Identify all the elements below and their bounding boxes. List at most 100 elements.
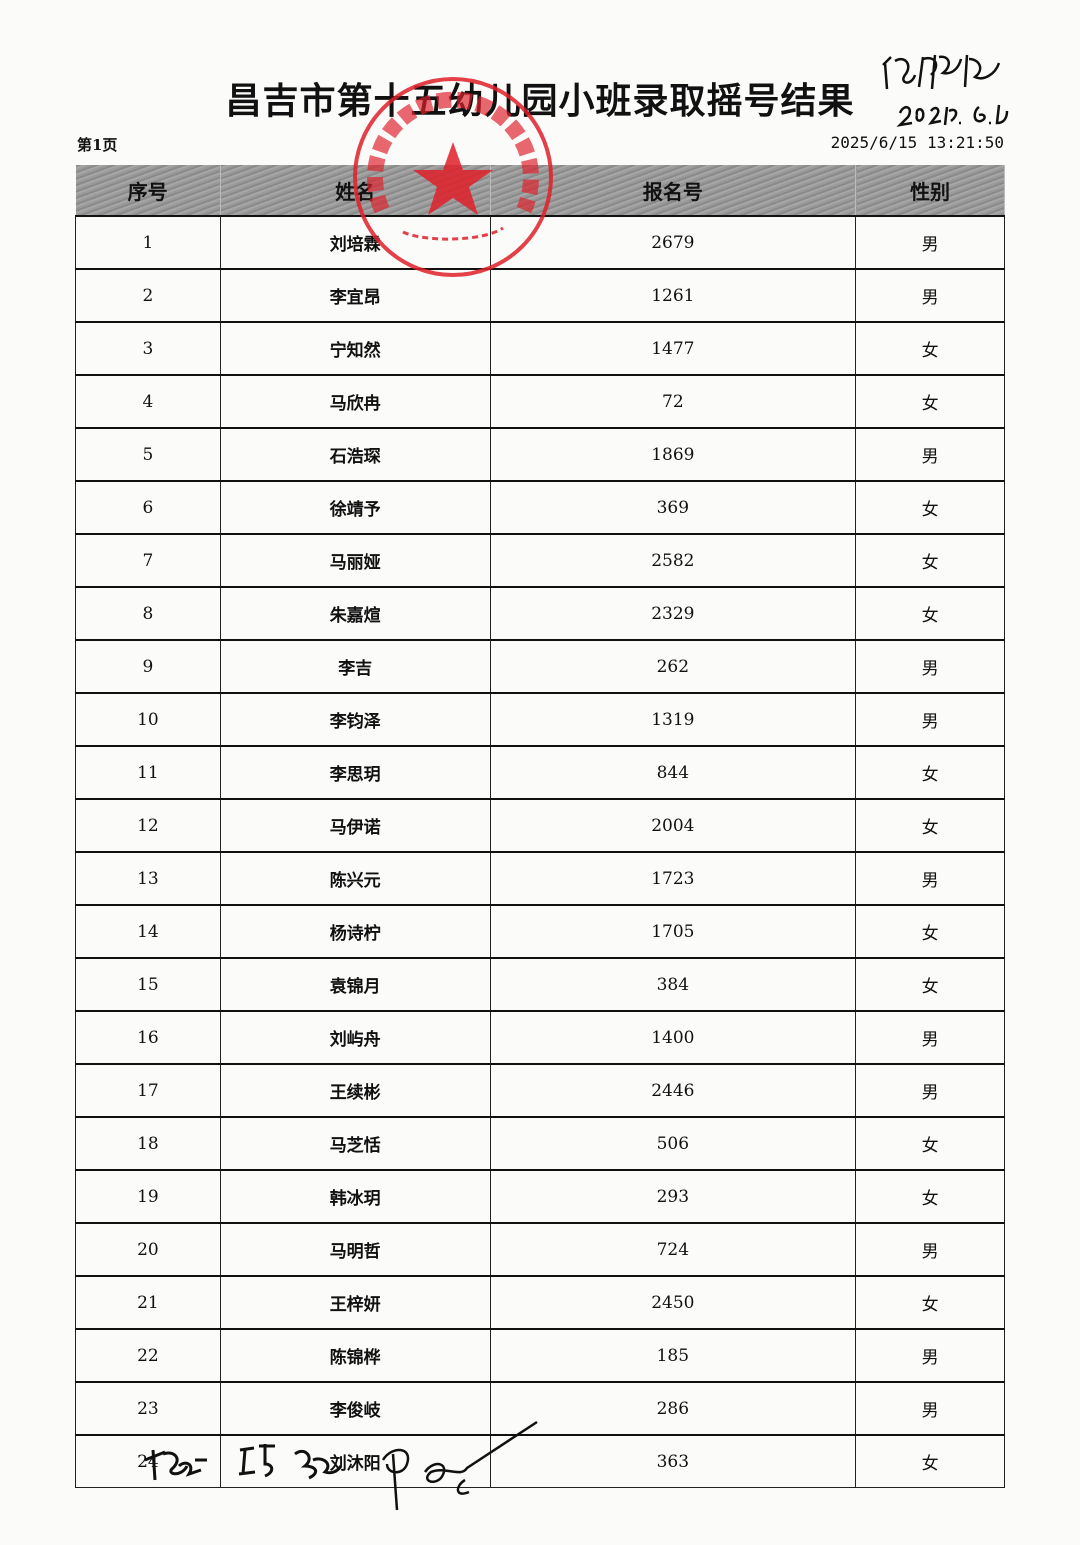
registration-number: 1723 <box>489 851 857 906</box>
table-row: 13 陈兴元 1723 男 <box>75 851 1005 906</box>
row-index: 17 <box>75 1063 221 1118</box>
gender: 女 <box>855 798 1005 853</box>
table-row: 20 马明哲 724 男 <box>75 1222 1005 1277</box>
student-name: 李思玥 <box>219 745 491 800</box>
table-row: 8 朱嘉煊 2329 女 <box>75 586 1005 641</box>
row-index: 6 <box>75 480 221 535</box>
gender: 男 <box>855 1010 1005 1065</box>
row-index: 9 <box>75 639 221 694</box>
handwritten-signature-date <box>882 54 1009 127</box>
gender: 男 <box>855 639 1005 694</box>
registration-number: 2446 <box>489 1063 857 1118</box>
registration-number: 1869 <box>489 427 857 482</box>
gender: 女 <box>855 1169 1005 1224</box>
student-name: 马丽娅 <box>219 533 491 588</box>
gender: 女 <box>855 586 1005 641</box>
registration-number: 72 <box>489 374 857 429</box>
table-row: 21 王梓妍 2450 女 <box>75 1275 1005 1330</box>
registration-number: 185 <box>489 1328 857 1383</box>
table-row: 12 马伊诺 2004 女 <box>75 798 1005 853</box>
row-index: 22 <box>75 1328 221 1383</box>
registration-number: 1319 <box>489 692 857 747</box>
row-index: 21 <box>75 1275 221 1330</box>
table-row: 3 宁知然 1477 女 <box>75 321 1005 376</box>
gender: 女 <box>855 1434 1005 1488</box>
row-index: 8 <box>75 586 221 641</box>
row-index: 12 <box>75 798 221 853</box>
registration-number: 1477 <box>489 321 857 376</box>
row-index: 23 <box>75 1381 221 1436</box>
row-index: 11 <box>75 745 221 800</box>
student-name: 刘培霖 <box>219 215 491 270</box>
row-index: 4 <box>75 374 221 429</box>
student-name: 朱嘉煊 <box>219 586 491 641</box>
table-row: 18 马芝恬 506 女 <box>75 1116 1005 1171</box>
table-row: 9 李吉 262 男 <box>75 639 1005 694</box>
row-index: 2 <box>75 268 221 323</box>
table-row: 14 杨诗柠 1705 女 <box>75 904 1005 959</box>
table-header-row: 序号 姓名 报名号 性别 <box>75 165 1005 216</box>
table-row: 11 李思玥 844 女 <box>75 745 1005 800</box>
registration-number: 384 <box>489 957 857 1012</box>
registration-number: 363 <box>489 1434 857 1488</box>
gender: 男 <box>855 1222 1005 1277</box>
student-name: 陈兴元 <box>219 851 491 906</box>
registration-number: 1400 <box>489 1010 857 1065</box>
handwritten-signatures-bottom <box>144 1420 538 1511</box>
registration-number: 2679 <box>489 215 857 270</box>
header-index: 序号 <box>75 165 221 216</box>
table-row: 16 刘屿舟 1400 男 <box>75 1010 1005 1065</box>
row-index: 10 <box>75 692 221 747</box>
student-name: 徐靖予 <box>219 480 491 535</box>
table-row: 2 李宜昂 1261 男 <box>75 268 1005 323</box>
admission-results-table: 序号 姓名 报名号 性别 1 刘培霖 2679 男 2 李宜昂 1261 男 3 宁知然 1477 女… <box>75 165 1005 1488</box>
gender: 女 <box>855 904 1005 959</box>
gender: 男 <box>855 1063 1005 1118</box>
gender: 男 <box>855 1381 1005 1436</box>
student-name: 宁知然 <box>219 321 491 376</box>
gender: 女 <box>855 1116 1005 1171</box>
student-name: 马伊诺 <box>219 798 491 853</box>
registration-number: 1261 <box>489 268 857 323</box>
student-name: 李吉 <box>219 639 491 694</box>
student-name: 李宜昂 <box>219 268 491 323</box>
gender: 男 <box>855 215 1005 270</box>
registration-number: 2450 <box>489 1275 857 1330</box>
student-name: 马欣冉 <box>219 374 491 429</box>
student-name: 马明哲 <box>219 1222 491 1277</box>
header-gender: 性别 <box>855 165 1005 216</box>
gender: 男 <box>855 268 1005 323</box>
student-name: 马芝恬 <box>219 1116 491 1171</box>
student-name: 刘屿舟 <box>219 1010 491 1065</box>
gender: 女 <box>855 374 1005 429</box>
table-row: 1 刘培霖 2679 男 <box>75 215 1005 270</box>
gender: 男 <box>855 427 1005 482</box>
registration-number: 369 <box>489 480 857 535</box>
gender: 女 <box>855 321 1005 376</box>
gender: 男 <box>855 851 1005 906</box>
table-row: 23 李俊岐 286 男 <box>75 1381 1005 1436</box>
row-index: 14 <box>75 904 221 959</box>
gender: 男 <box>855 1328 1005 1383</box>
registration-number: 844 <box>489 745 857 800</box>
registration-number: 724 <box>489 1222 857 1277</box>
registration-number: 506 <box>489 1116 857 1171</box>
gender: 女 <box>855 480 1005 535</box>
registration-number: 2582 <box>489 533 857 588</box>
gender: 女 <box>855 533 1005 588</box>
row-index: 7 <box>75 533 221 588</box>
row-index: 13 <box>75 851 221 906</box>
registration-number: 293 <box>489 1169 857 1224</box>
table-row: 17 王续彬 2446 男 <box>75 1063 1005 1118</box>
student-name: 袁锦月 <box>219 957 491 1012</box>
row-index: 20 <box>75 1222 221 1277</box>
row-index: 18 <box>75 1116 221 1171</box>
header-registration-number: 报名号 <box>490 165 857 216</box>
row-index: 15 <box>75 957 221 1012</box>
registration-number: 2004 <box>489 798 857 853</box>
timestamp: 2025/6/15 13:21:50 <box>830 133 1004 152</box>
table-row: 4 马欣冉 72 女 <box>75 374 1005 429</box>
student-name: 杨诗柠 <box>219 904 491 959</box>
student-name: 王续彬 <box>219 1063 491 1118</box>
